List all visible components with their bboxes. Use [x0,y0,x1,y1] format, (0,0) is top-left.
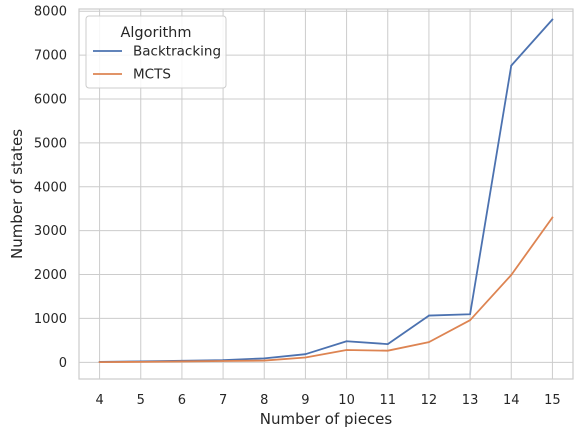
series-line-mcts [98,216,554,364]
data-point [345,340,348,343]
data-point [304,356,307,359]
legend-box [85,15,227,89]
y-tick-label: 5000 [34,136,67,151]
y-tick-label: 0 [59,356,67,371]
data-point [428,314,430,317]
y-tick-label: 8000 [34,5,67,20]
y-tick-label: 4000 [34,180,67,195]
x-axis-label: Number of pieces [260,410,393,428]
x-tick-label: 11 [379,393,396,408]
legend-label: MCTS [133,67,171,83]
x-tick-label: 5 [137,393,145,408]
x-tick-label: 13 [462,393,479,408]
plot-frame [78,8,574,380]
y-tick-label: 2000 [34,268,67,283]
data-point [469,313,471,316]
legend: Algorithm Backtracking MCTS [85,15,227,89]
x-tick-label: 9 [301,393,309,408]
data-point [304,353,307,356]
y-axis-label: Number of states [8,129,26,259]
data-point [222,360,224,362]
data-point [139,360,142,363]
data-point [345,349,348,351]
legend-label: Backtracking [133,44,221,60]
y-tick-label: 7000 [34,49,67,64]
x-tick-label: 8 [260,393,268,408]
x-tick-label: 7 [219,393,227,408]
data-point [181,360,183,363]
data-point [428,341,430,344]
data-point [386,343,389,346]
x-tick-label: 4 [95,393,103,408]
x-tick-label: 14 [503,393,520,408]
y-tick-label: 1000 [34,312,67,327]
x-tick-label: 15 [544,393,561,408]
legend-entries: Backtracking MCTS [93,44,221,83]
x-tick-label: 10 [338,393,355,408]
data-point [510,274,513,276]
y-tick-labels: 0 1000 2000 3000 4000 5000 6000 7000 8000 [34,5,67,371]
data-point [469,319,471,322]
data-point [510,64,513,67]
x-tick-label: 12 [421,393,438,408]
data-point [551,18,554,21]
x-tick-label: 6 [178,393,186,408]
data-point [98,361,101,364]
y-tick-label: 6000 [34,92,67,107]
data-point [263,357,266,360]
series-lines [98,18,554,364]
legend-title: Algorithm [120,25,191,41]
x-tick-labels: 4 5 6 7 8 9 10 11 12 13 14 15 [95,393,560,408]
data-point [551,216,554,219]
data-point [263,359,266,362]
y-tick-label: 3000 [34,224,67,239]
data-point [386,349,389,352]
